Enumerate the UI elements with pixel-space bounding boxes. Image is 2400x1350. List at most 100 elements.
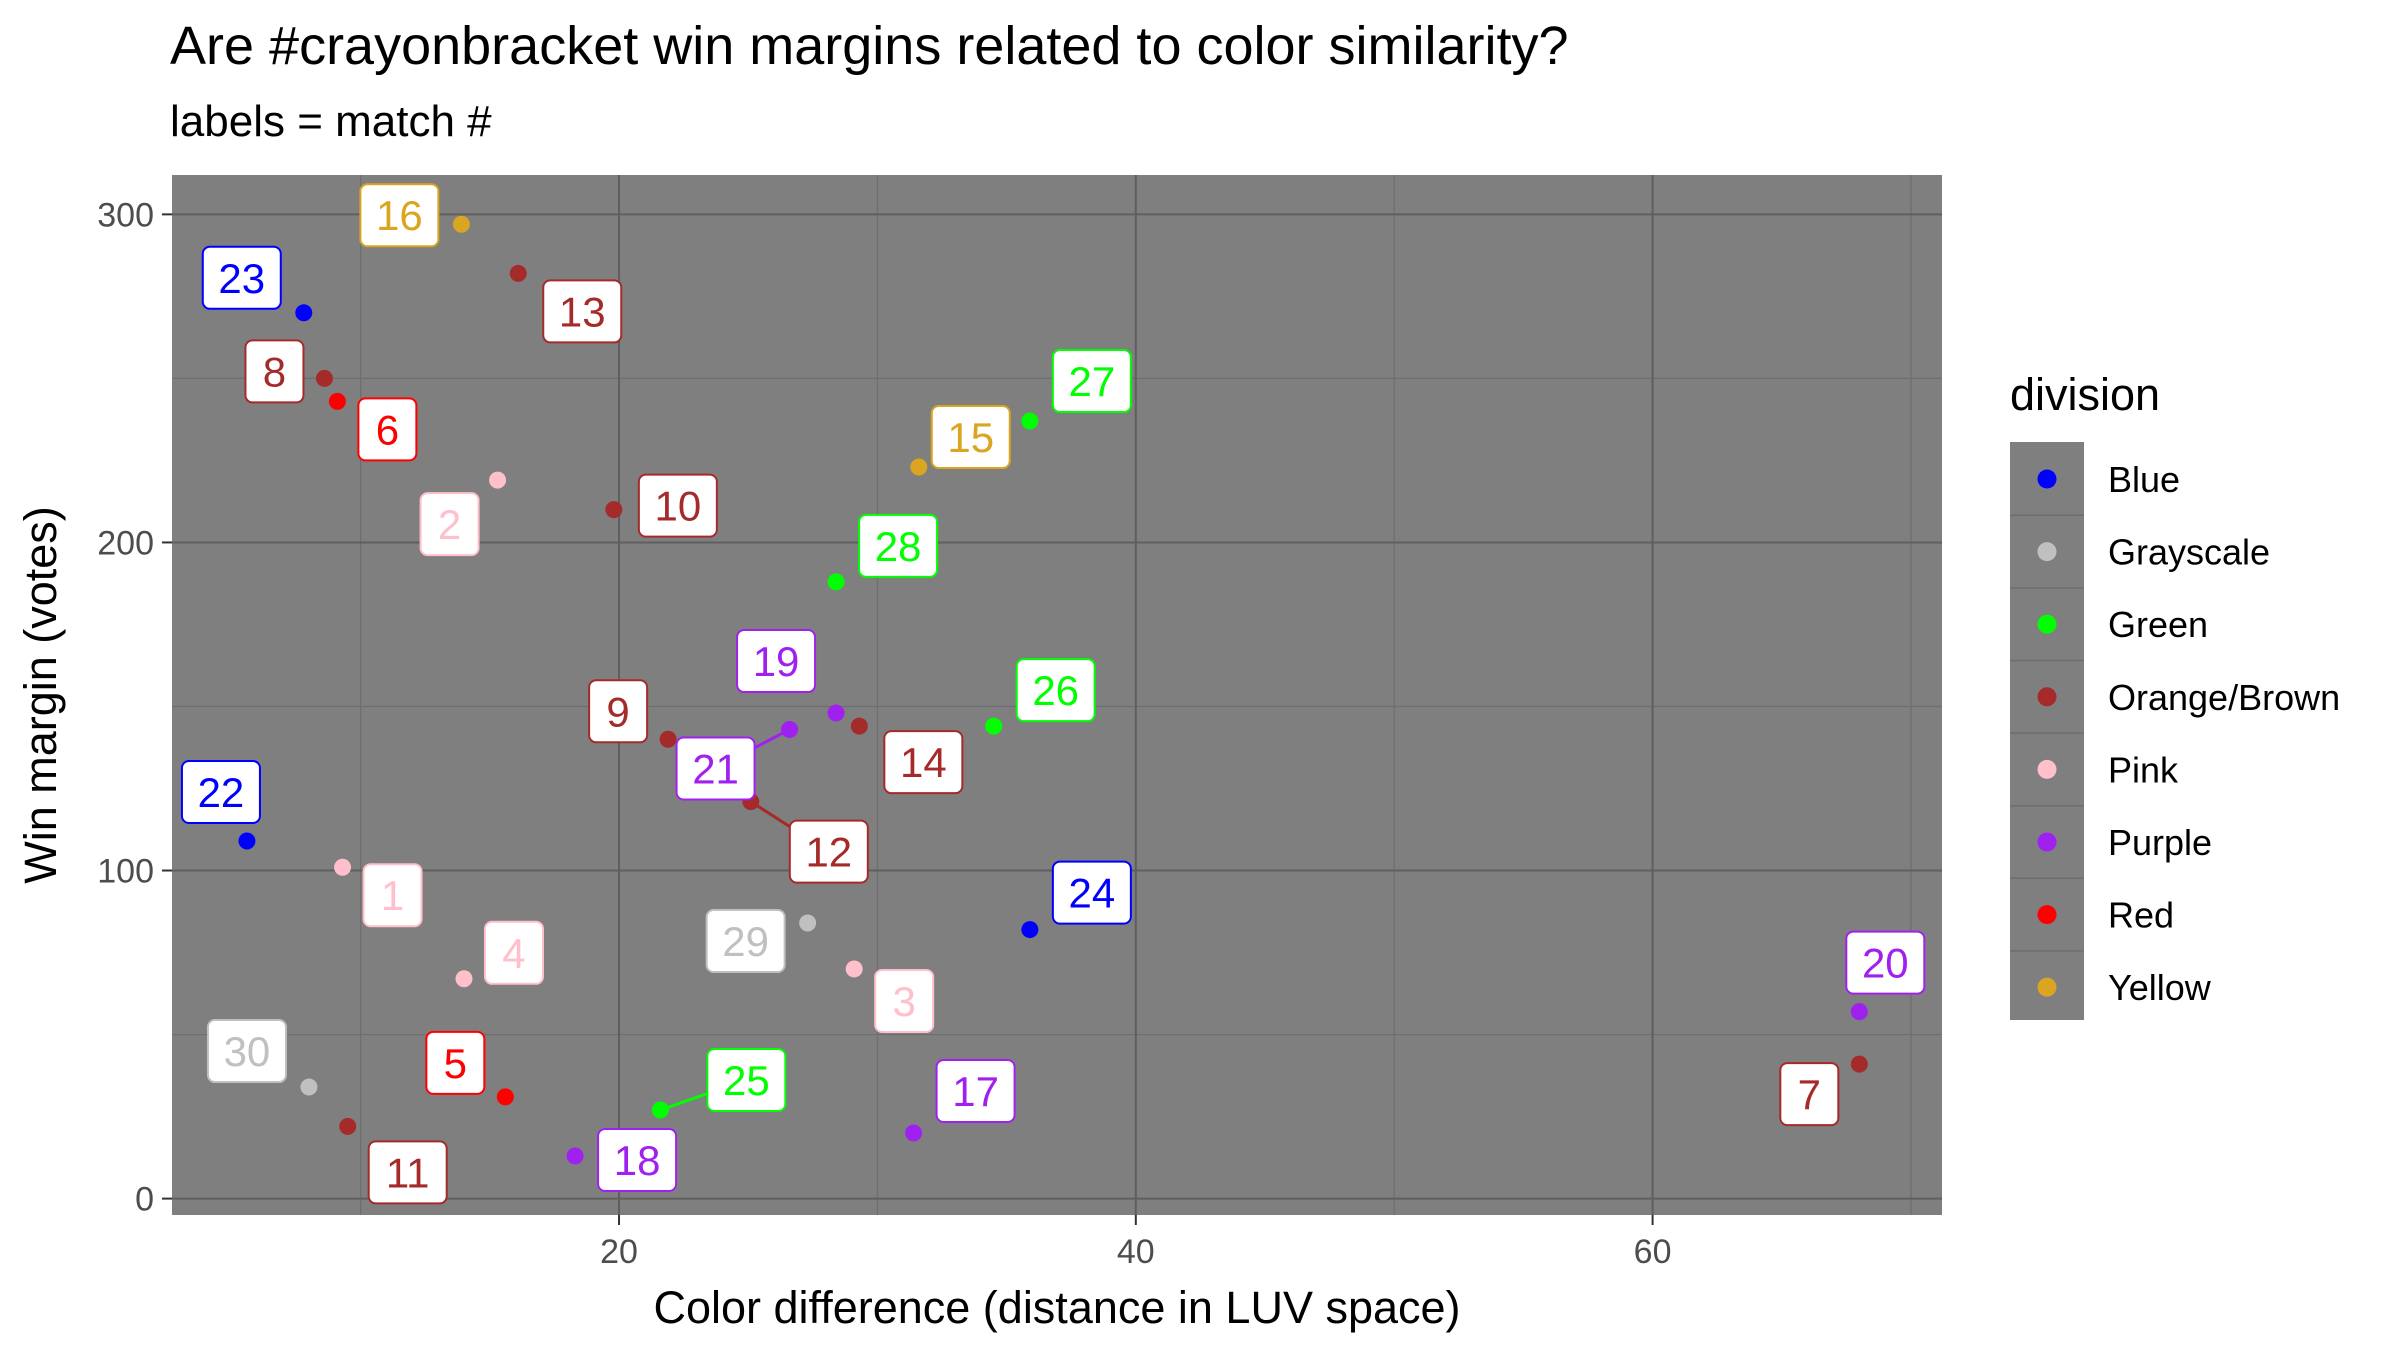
point-label-box [1779,1062,1840,1127]
data-point [300,1078,318,1096]
point-label: 5 [444,1040,467,1087]
point-label: 25 [723,1057,770,1104]
point-label-box [201,245,282,310]
point-label-box [1051,349,1132,414]
data-point [566,1147,584,1165]
legend-label: Green [2108,604,2208,645]
point-label-box [930,404,1011,469]
point-label-box [425,1030,486,1095]
data-point [1850,1055,1868,1073]
point-label-box [244,339,305,404]
point-label: 27 [1069,358,1116,405]
data-point [850,717,868,735]
legend-key [2037,469,2057,489]
point-label-box [597,1127,678,1192]
y-tick-label: 200 [97,524,154,562]
point-label: 14 [900,739,947,786]
point-label: 12 [805,829,852,876]
point-label-box [858,513,939,578]
point-label-box [359,183,440,248]
point-label-box [588,679,649,744]
point-label-box [180,759,261,824]
y-axis-ticks: 0 100 200 300 [97,196,172,1219]
point-label-box [637,473,718,538]
point-label: 7 [1798,1071,1821,1118]
point-label-box [1051,860,1132,925]
legend-label: Yellow [2108,967,2212,1008]
point-label: 3 [892,978,915,1025]
x-tick-label: 60 [1634,1233,1672,1271]
data-point [799,914,817,932]
point-label: 9 [606,688,629,735]
point-label-box [542,279,623,344]
point-label: 24 [1069,870,1116,917]
data-point [328,392,346,410]
point-label-box [788,819,869,884]
legend-label: Purple [2108,822,2212,863]
data-point [339,1117,357,1135]
legend-key [2037,614,2057,634]
legend: division Blue Grayscale Green Orange/Brown P… [2010,369,2340,1020]
data-point [509,264,527,282]
data-point [295,304,313,322]
point-label-box [1015,658,1096,723]
x-tick-label: 20 [600,1233,638,1271]
legend-key [2037,542,2057,562]
point-label: 10 [654,483,701,530]
point-label-box [706,1048,787,1113]
legend-key-background [2010,442,2084,1020]
point-label-box [419,492,480,557]
data-point [905,1124,923,1142]
point-label: 30 [224,1028,271,1075]
data-point [827,704,845,722]
point-label: 20 [1862,940,1909,987]
legend-key [2037,905,2057,925]
point-label: 15 [947,414,994,461]
data-point [315,369,333,387]
legend-key [2037,759,2057,779]
data-point [651,1101,669,1119]
data-point [605,501,623,519]
data-point [496,1088,514,1106]
point-label: 19 [753,638,800,685]
y-tick-label: 0 [135,1181,154,1219]
major-gridlines [172,175,1942,1215]
point-labels: 1234567891011121314151617181920212223242… [180,183,1926,1205]
y-axis-title: Win margin (votes) [15,506,66,884]
data-point [238,832,256,850]
point-label: 22 [198,769,245,816]
data-point [334,858,352,876]
point-label-box [483,920,544,985]
point-label-box [675,736,756,801]
data-point [455,970,473,988]
data-point [985,717,1003,735]
legend-label: Blue [2108,459,2180,500]
y-tick-label: 300 [97,196,154,234]
legend-label: Pink [2108,749,2179,790]
point-label-box [736,629,817,694]
point-label: 21 [692,745,739,792]
point-label-box [1845,930,1926,995]
legend-label: Orange/Brown [2108,677,2340,718]
point-label: 4 [502,930,525,977]
point-label-box [357,397,418,462]
point-label: 8 [263,348,286,395]
data-point [452,215,470,233]
x-axis-title: Color difference (distance in LUV space) [653,1282,1460,1333]
point-label: 18 [614,1137,661,1184]
point-label: 29 [722,918,769,965]
data-point [659,730,677,748]
point-label-box [367,1140,448,1205]
data-point [827,573,845,591]
legend-key [2037,687,2057,707]
legend-label: Grayscale [2108,532,2270,573]
legend-label: Red [2108,895,2174,936]
point-label: 13 [559,288,606,335]
point-label-box [705,909,786,974]
data-point [845,960,863,978]
legend-key [2037,832,2057,852]
data-point [1021,921,1039,939]
y-tick-label: 100 [97,853,154,891]
legend-title: division [2010,369,2160,420]
